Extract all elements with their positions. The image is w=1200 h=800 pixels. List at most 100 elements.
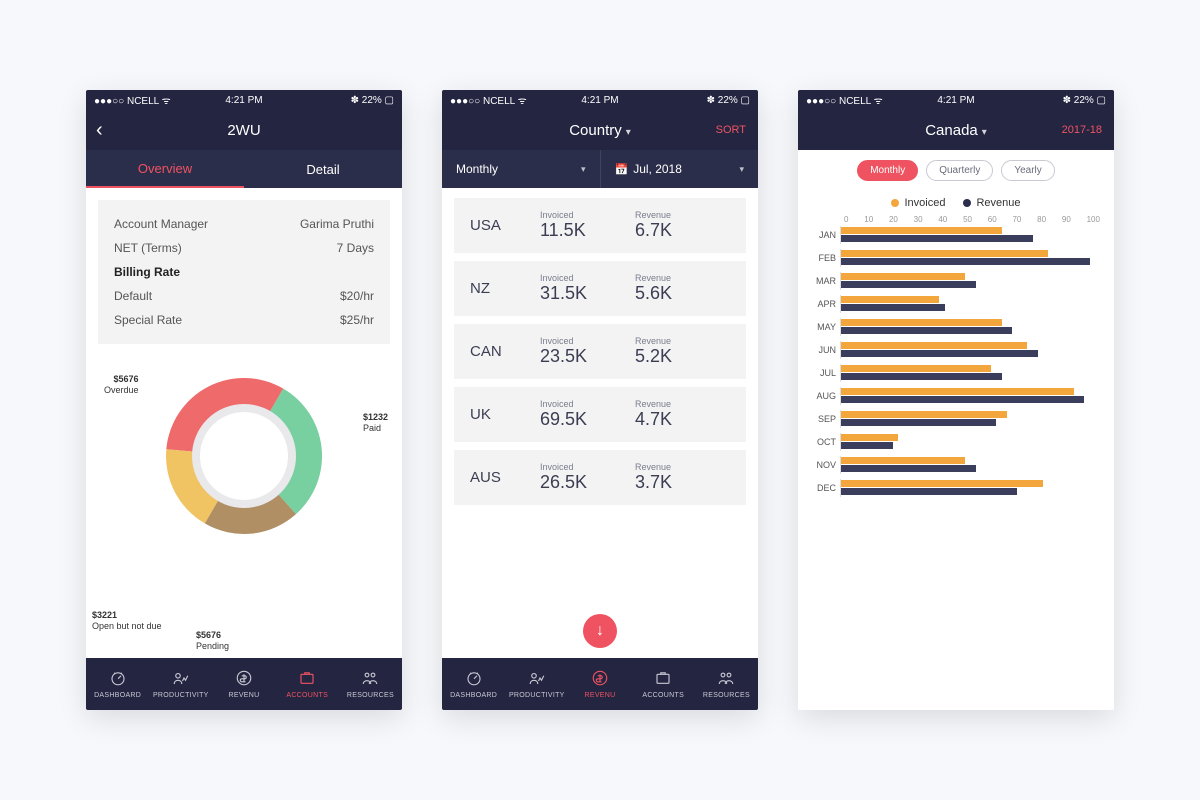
revenue-stat: Revenue5.2K: [635, 336, 730, 367]
status-carrier: ●●●○○ NCELL ᯤ: [94, 93, 171, 107]
bar-track: [840, 318, 1100, 336]
dashboard-icon: [465, 669, 483, 689]
productivity-icon: [528, 669, 546, 689]
month-label: NOV: [808, 460, 840, 470]
pill-quarterly[interactable]: Quarterly: [926, 160, 993, 181]
donut-label-open: $3221Open but not due: [92, 610, 162, 632]
invoiced-bar: [841, 388, 1074, 395]
invoiced-stat: Invoiced31.5K: [540, 273, 635, 304]
resources-icon: [717, 669, 735, 689]
tabbar-label: REVENU: [585, 692, 616, 699]
tabbar-label: PRODUCTIVITY: [153, 692, 209, 699]
country-name: CAN: [470, 343, 540, 360]
dashboard-icon: [109, 669, 127, 689]
tabbar-dashboard[interactable]: DASHBOARD: [86, 658, 149, 710]
bar-track: [840, 341, 1100, 359]
bar-row: JUN: [808, 341, 1100, 359]
invoiced-stat: Invoiced69.5K: [540, 399, 635, 430]
bar-row: FEB: [808, 249, 1100, 267]
revenu-icon: [591, 669, 609, 689]
invoiced-stat: Invoiced26.5K: [540, 462, 635, 493]
status-carrier: ●●●○○ NCELL ᯤ: [450, 93, 527, 107]
segment-tabs: Overview Detail: [86, 150, 402, 188]
month-label: MAY: [808, 322, 840, 332]
bar-track: [840, 410, 1100, 428]
country-card[interactable]: CANInvoiced23.5KRevenue5.2K: [454, 324, 746, 379]
bar-track: [840, 456, 1100, 474]
chevron-down-icon: ▾: [626, 127, 631, 138]
tabbar-label: ACCOUNTS: [286, 692, 328, 699]
tabbar-productivity[interactable]: PRODUCTIVITY: [149, 658, 212, 710]
status-battery: ✽ 22% ▢: [1063, 95, 1106, 106]
donut-label-overdue: $5676Overdue: [104, 374, 139, 396]
country-list: USAInvoiced11.5KRevenue6.7K NZInvoiced31.…: [442, 188, 758, 610]
bar-track: [840, 364, 1100, 382]
x-axis: 0102030405060708090100: [844, 215, 1100, 226]
country-card[interactable]: NZInvoiced31.5KRevenue5.6K: [454, 261, 746, 316]
bar-row: SEP: [808, 410, 1100, 428]
bar-row: DEC: [808, 479, 1100, 497]
filter-period[interactable]: Monthly▾: [442, 150, 601, 188]
tabbar-accounts[interactable]: ACCOUNTS: [632, 658, 695, 710]
calendar-icon: 📅: [615, 164, 629, 176]
invoiced-bar: [841, 273, 965, 280]
tabbar-label: RESOURCES: [347, 692, 394, 699]
period-pills: Monthly Quarterly Yearly: [798, 150, 1114, 191]
bar-track: [840, 226, 1100, 244]
scroll-down-button[interactable]: ↓: [583, 614, 617, 648]
pill-yearly[interactable]: Yearly: [1001, 160, 1054, 181]
chevron-down-icon: ▾: [982, 127, 987, 138]
tabbar-resources[interactable]: RESOURCES: [339, 658, 402, 710]
revenue-bar: [841, 350, 1038, 357]
month-label: SEP: [808, 414, 840, 424]
status-carrier: ●●●○○ NCELL ᯤ: [806, 93, 883, 107]
productivity-icon: [172, 669, 190, 689]
country-card[interactable]: UKInvoiced69.5KRevenue4.7K: [454, 387, 746, 442]
month-label: DEC: [808, 483, 840, 493]
sort-button[interactable]: SORT: [716, 124, 746, 136]
tabbar-revenu[interactable]: REVENU: [568, 658, 631, 710]
legend-invoiced: Invoiced: [891, 197, 945, 209]
revenue-bar: [841, 235, 1033, 242]
screen-canada: ●●●○○ NCELL ᯤ 4:21 PM ✽ 22% ▢ Canada▾ 20…: [798, 90, 1114, 710]
back-icon[interactable]: ‹: [96, 119, 103, 142]
tabbar-label: PRODUCTIVITY: [509, 692, 565, 699]
screen-overview: ●●●○○ NCELL ᯤ 4:21 PM ✽ 22% ▢ ‹ 2WU Over…: [86, 90, 402, 710]
tabbar-productivity[interactable]: PRODUCTIVITY: [505, 658, 568, 710]
invoiced-bar: [841, 434, 898, 441]
revenue-bar: [841, 258, 1090, 265]
tabbar-label: ACCOUNTS: [642, 692, 684, 699]
tabbar-dashboard[interactable]: DASHBOARD: [442, 658, 505, 710]
donut-chart: $5676Overdue $1232Paid $5676Pending $322…: [86, 356, 402, 658]
filter-date[interactable]: 📅Jul, 2018▾: [601, 150, 759, 188]
tab-detail[interactable]: Detail: [244, 150, 402, 188]
country-card[interactable]: USAInvoiced11.5KRevenue6.7K: [454, 198, 746, 253]
page-title[interactable]: Canada▾: [925, 122, 987, 139]
info-row: Billing Rate: [114, 260, 374, 284]
revenue-stat: Revenue5.6K: [635, 273, 730, 304]
revenue-bar: [841, 488, 1017, 495]
revenue-bar: [841, 281, 976, 288]
page-title[interactable]: Country▾: [569, 122, 631, 139]
year-label[interactable]: 2017-18: [1062, 124, 1102, 136]
country-name: USA: [470, 217, 540, 234]
country-name: AUS: [470, 469, 540, 486]
bar-rows: JANFEBMARAPRMAYJUNJULAUGSEPOCTNOVDEC: [808, 226, 1100, 700]
invoiced-bar: [841, 296, 939, 303]
tabbar-resources[interactable]: RESOURCES: [695, 658, 758, 710]
month-label: MAR: [808, 276, 840, 286]
pill-monthly[interactable]: Monthly: [857, 160, 918, 181]
resources-icon: [361, 669, 379, 689]
info-row: Default$20/hr: [114, 284, 374, 308]
tabbar-accounts[interactable]: ACCOUNTS: [276, 658, 339, 710]
tabbar-revenu[interactable]: REVENU: [212, 658, 275, 710]
country-card[interactable]: AUSInvoiced26.5KRevenue3.7K: [454, 450, 746, 505]
donut-label-pending: $5676Pending: [196, 630, 229, 652]
revenue-bar: [841, 396, 1084, 403]
revenue-bar: [841, 327, 1012, 334]
invoiced-bar: [841, 365, 991, 372]
tab-overview[interactable]: Overview: [86, 150, 244, 188]
invoiced-bar: [841, 319, 1002, 326]
chevron-down-icon: ▾: [739, 164, 744, 175]
navbar: Canada▾ 2017-18: [798, 110, 1114, 150]
